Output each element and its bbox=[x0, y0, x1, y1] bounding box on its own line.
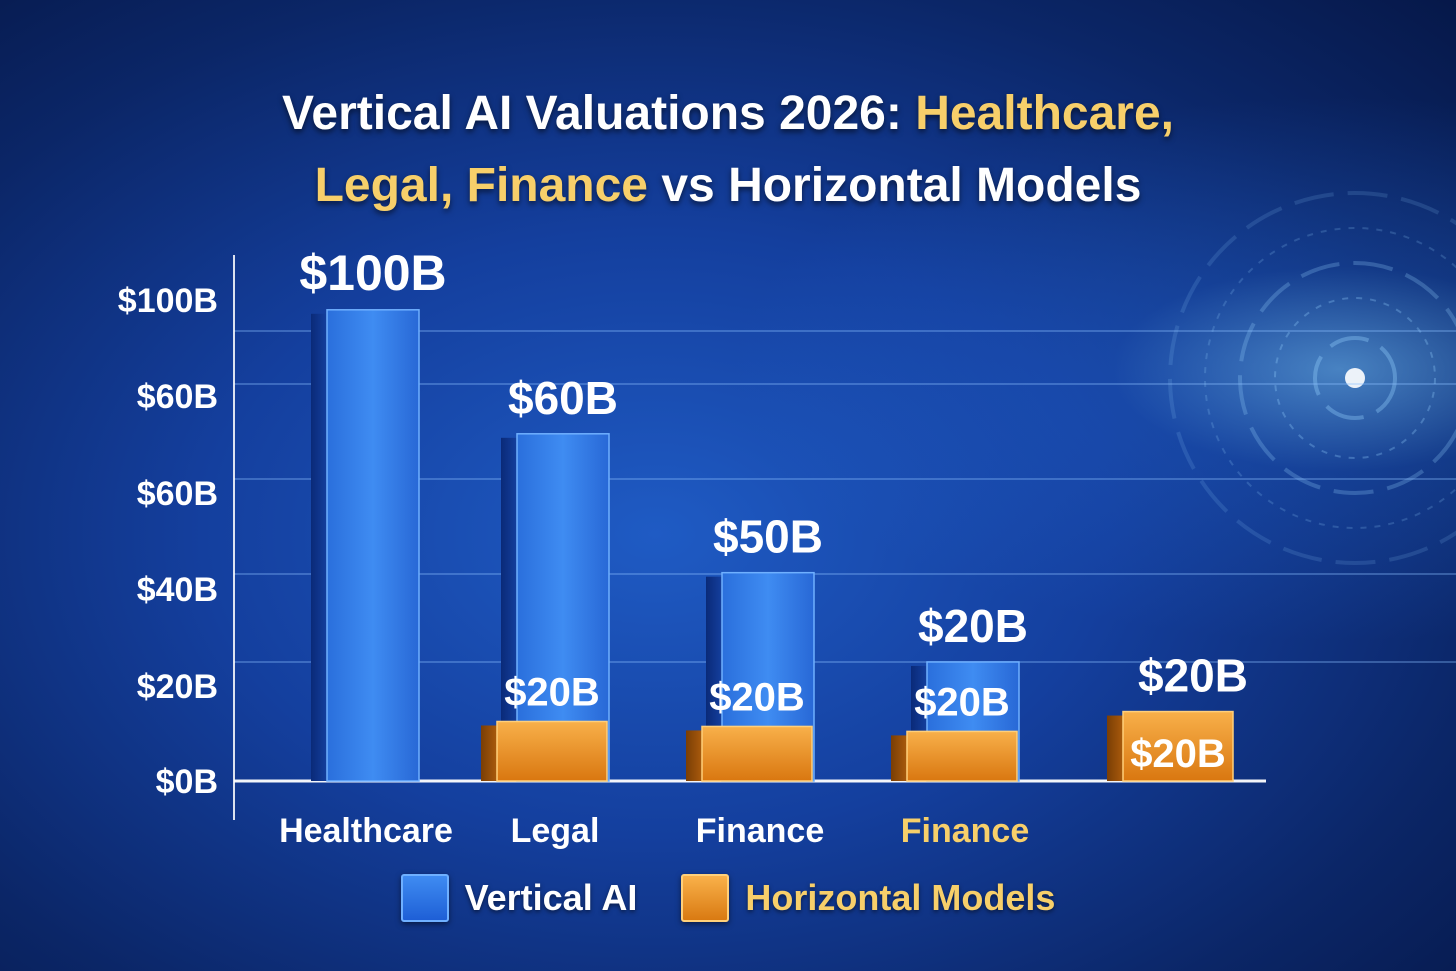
y-axis-ticks: $0B $20B $40B $60B $60B $100B bbox=[118, 282, 218, 801]
ring-4 bbox=[1168, 191, 1456, 565]
bar-label-vertical-0: $100B bbox=[299, 245, 446, 301]
legend-item-vertical: Vertical AI bbox=[400, 874, 638, 922]
y-tick-label-4: $60B bbox=[137, 378, 218, 416]
bar-horizontal-side-2 bbox=[686, 730, 702, 781]
bar-inner-label-horizontal-4: $20B bbox=[1130, 732, 1226, 776]
bar-label-horizontal-3: $20B bbox=[914, 680, 1010, 724]
gridlines bbox=[234, 330, 1456, 663]
ring-0 bbox=[1313, 336, 1397, 420]
ring-core bbox=[1345, 368, 1365, 388]
bar-label-vertical-2: $50B bbox=[713, 511, 823, 563]
bar-horizontal-2 bbox=[701, 725, 813, 782]
x-category-label-2: Finance bbox=[696, 812, 824, 850]
bars: $100B $60B $20B $50B $20B $20B $20B $20B $20B bbox=[299, 245, 1248, 782]
legend-swatch-orange bbox=[681, 874, 730, 922]
title-part-4: vs Horizontal Models bbox=[648, 159, 1142, 212]
legend-item-horizontal: Horizontal Models bbox=[681, 874, 1055, 922]
y-tick-label-2: $40B bbox=[137, 571, 218, 609]
title-part-1: Vertical AI Valuations 2026: bbox=[282, 87, 916, 140]
bar-horizontal-side-3 bbox=[891, 735, 907, 781]
y-tick-label-3: $60B bbox=[137, 475, 218, 513]
y-tick-label-0: $0B bbox=[156, 763, 218, 801]
bar-label-horizontal-2: $20B bbox=[709, 675, 805, 719]
bar-vertical-side-1 bbox=[501, 437, 517, 781]
bar-horizontal-side-1 bbox=[481, 725, 497, 781]
legend: Vertical AI Horizontal Models bbox=[0, 874, 1456, 922]
legend-label-horizontal: Horizontal Models bbox=[745, 877, 1056, 918]
ring-3 bbox=[1204, 227, 1456, 529]
bar-horizontal-side-4 bbox=[1107, 715, 1123, 781]
bar-vertical-0 bbox=[326, 309, 420, 782]
legend-label-vertical: Vertical AI bbox=[464, 877, 638, 918]
title-part-3: Legal, Finance bbox=[314, 159, 648, 212]
ring-1 bbox=[1274, 297, 1436, 459]
bar-horizontal-1 bbox=[496, 720, 608, 782]
bar-vertical-side-0 bbox=[311, 313, 327, 781]
bar-label-horizontal-4: $20B bbox=[1138, 650, 1248, 702]
ring-2 bbox=[1238, 261, 1456, 495]
x-category-label-1: Legal bbox=[511, 812, 600, 850]
chart-title: Vertical AI Valuations 2026: Healthcare,… bbox=[0, 78, 1456, 222]
x-category-label-3: Finance bbox=[901, 812, 1029, 850]
target-ring-decoration bbox=[1168, 191, 1456, 565]
y-tick-label-5: $100B bbox=[118, 282, 218, 320]
bar-label-vertical-1: $60B bbox=[508, 372, 618, 424]
x-category-label-0: Healthcare bbox=[279, 812, 453, 850]
bar-label-horizontal-1: $20B bbox=[504, 670, 600, 714]
x-axis-labels: Healthcare Legal Finance Finance bbox=[279, 812, 1029, 850]
bar-horizontal-4 bbox=[1122, 710, 1234, 782]
bar-horizontal-3 bbox=[906, 730, 1018, 782]
bar-label-vertical-3: $20B bbox=[918, 600, 1028, 652]
legend-swatch-blue bbox=[400, 874, 449, 922]
title-part-2: Healthcare, bbox=[915, 87, 1174, 140]
y-tick-label-1: $20B bbox=[137, 668, 218, 706]
